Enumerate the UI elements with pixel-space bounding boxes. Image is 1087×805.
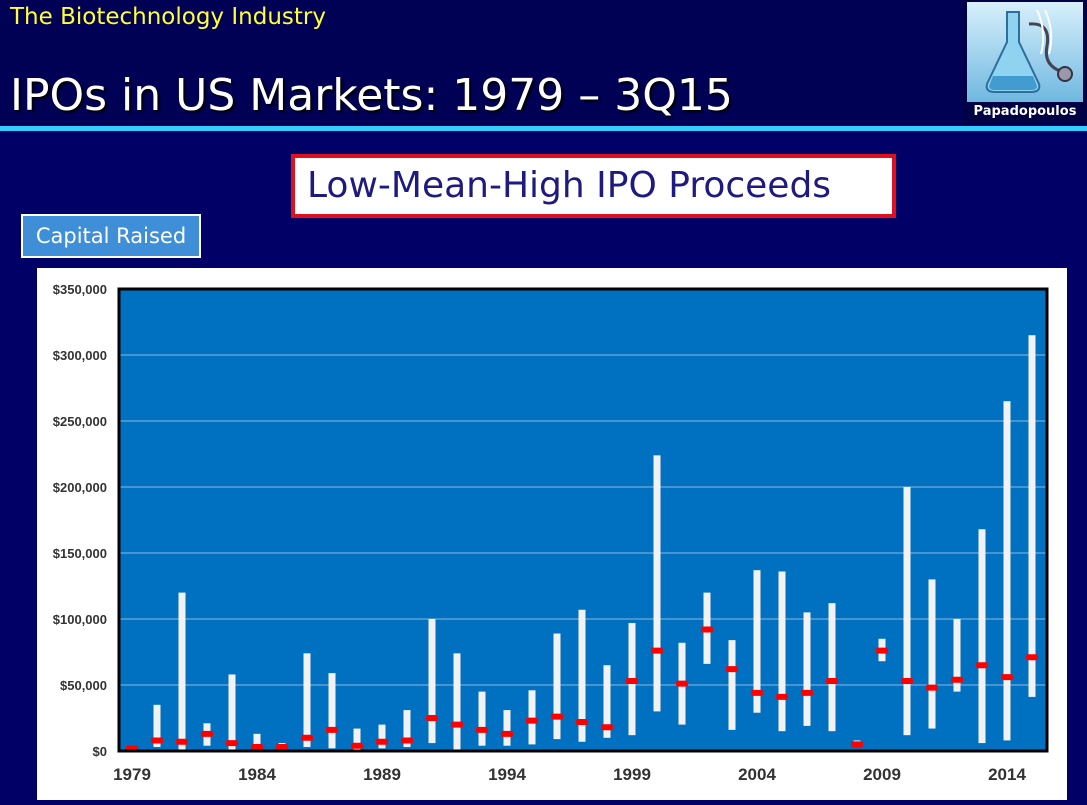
range-bar: [253, 733, 261, 750]
y-tick-label: $50,000: [60, 678, 107, 693]
x-tick-label: 2004: [738, 765, 776, 784]
mean-marker: [276, 744, 288, 751]
mean-marker: [326, 726, 338, 733]
range-chart: $0 $50,000 $100,000 $150,000 $200,000 $250,00…: [53, 282, 1049, 784]
mean-marker: [501, 730, 513, 737]
range-bar: [728, 640, 736, 730]
mean-marker: [601, 724, 613, 731]
mean-marker: [801, 689, 813, 696]
mean-marker: [726, 666, 738, 673]
mean-marker: [451, 721, 463, 728]
mean-marker: [851, 741, 863, 748]
range-bar: [753, 570, 761, 713]
mean-marker: [651, 647, 663, 654]
logo: Papadopoulos: [963, 0, 1087, 124]
range-bar: [178, 592, 186, 750]
mean-marker: [301, 734, 313, 741]
range-bar: [578, 609, 586, 742]
mean-marker: [626, 678, 638, 685]
range-bar: [478, 691, 486, 746]
mean-marker: [1026, 654, 1038, 661]
mean-marker: [701, 626, 713, 633]
slide-header: [0, 0, 1087, 128]
y-tick-label: $150,000: [53, 546, 107, 561]
mean-marker: [976, 662, 988, 669]
header-divider: [0, 126, 1087, 131]
mean-marker: [151, 737, 163, 744]
mean-marker: [551, 713, 563, 720]
range-bar: [903, 487, 911, 736]
y-tick-label: $300,000: [53, 348, 107, 363]
mean-marker: [251, 744, 263, 751]
x-tick-label: 1984: [238, 765, 276, 784]
range-bar: [828, 603, 836, 732]
range-bar: [778, 571, 786, 732]
range-bar: [328, 673, 336, 749]
range-bar: [928, 579, 936, 729]
range-bar: [603, 665, 611, 738]
range-bar: [803, 612, 811, 726]
chart-heading: Low-Mean-High IPO Proceeds: [291, 154, 896, 218]
flask-stethoscope-icon: [967, 2, 1083, 102]
y-tick-label: $350,000: [53, 282, 107, 297]
x-tick-label: 1989: [363, 765, 401, 784]
mean-marker: [426, 715, 438, 721]
mean-marker: [776, 693, 788, 700]
x-tick-label: 2009: [863, 765, 901, 784]
mean-marker: [576, 718, 588, 725]
x-tick-label: 1999: [613, 765, 651, 784]
range-bar: [353, 728, 361, 750]
y-tick-label: $250,000: [53, 414, 107, 429]
range-bar: [303, 653, 311, 748]
range-bar: [153, 704, 161, 748]
mean-marker: [401, 737, 413, 744]
y-tick-label: $100,000: [53, 612, 107, 627]
range-bar: [453, 653, 461, 750]
mean-marker: [176, 738, 188, 745]
mean-marker: [351, 742, 363, 749]
range-bar: [403, 710, 411, 748]
y-tick-label: $200,000: [53, 480, 107, 495]
range-bar: [503, 710, 511, 746]
slide-kicker: The Biotechnology Industry: [10, 4, 326, 30]
mean-marker: [826, 678, 838, 685]
capital-raised-badge: Capital Raised: [21, 214, 201, 258]
mean-marker: [226, 740, 238, 747]
range-bar: [228, 674, 236, 750]
range-bar: [1028, 335, 1036, 697]
range-bar: [978, 529, 986, 744]
mean-marker: [201, 730, 213, 737]
mean-marker: [1001, 674, 1013, 681]
mean-marker: [926, 684, 938, 691]
range-bar: [528, 690, 536, 745]
chart-panel: $0 $50,000 $100,000 $150,000 $200,000 $250,00…: [37, 268, 1067, 800]
x-tick-label: 1994: [488, 765, 526, 784]
slide-title: IPOs in US Markets: 1979 – 3Q15: [10, 70, 733, 121]
mean-marker: [376, 738, 388, 745]
x-tick-label: 1979: [113, 765, 151, 784]
range-bar: [1003, 401, 1011, 741]
range-bar: [653, 455, 661, 712]
plot-border: [117, 287, 1049, 753]
y-tick-label: $0: [93, 744, 107, 759]
x-tick-label: 2014: [988, 765, 1026, 784]
mean-marker: [951, 676, 963, 683]
mean-marker: [876, 647, 888, 654]
range-bar: [553, 633, 561, 740]
mean-marker: [751, 689, 763, 696]
mean-marker: [526, 717, 538, 724]
range-bar: [428, 619, 436, 744]
mean-marker: [476, 726, 488, 733]
logo-caption: Papadopoulos: [973, 104, 1077, 119]
range-bar: [378, 724, 386, 749]
range-bar: [953, 619, 961, 692]
mean-marker: [901, 678, 913, 685]
mean-marker: [676, 680, 688, 687]
